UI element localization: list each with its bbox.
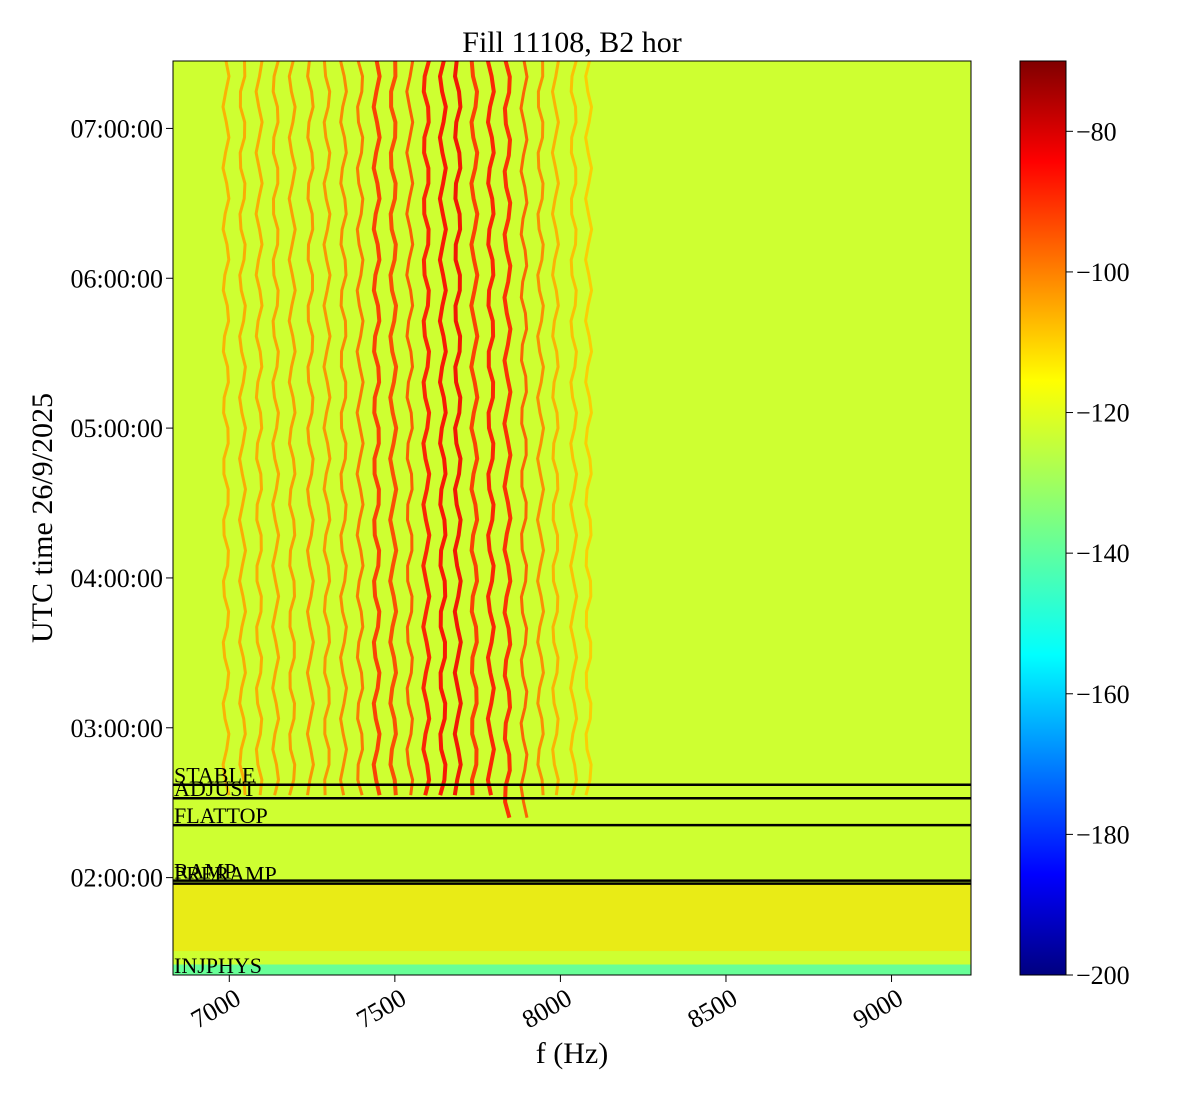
spectral-line: [469, 61, 480, 796]
spectral-line: [271, 61, 281, 796]
x-axis-label: f (Hz): [536, 1037, 608, 1070]
x-tick-label: 7000: [186, 983, 246, 1034]
y-axis: 02:00:00 03:00:00 04:00:00 05:00:00 06:00:00…: [71, 114, 173, 893]
spectral-line: [287, 61, 297, 796]
spectral-line: [371, 61, 382, 796]
spectral-line: [254, 61, 264, 796]
spectral-line: [305, 61, 315, 796]
beam-mode-label: RAMP: [174, 859, 236, 884]
spectral-line: [338, 61, 349, 796]
x-tick-label: 9000: [848, 983, 908, 1034]
background-regions: [173, 883, 971, 975]
x-axis: 7000 7500 8000 8500 9000: [186, 975, 908, 1034]
colorbar-tick-label: −180: [1076, 820, 1130, 849]
spectral-line: [502, 61, 513, 819]
colorbar-tick-label: −160: [1076, 680, 1130, 709]
beam-mode-label: FLATTOP: [174, 803, 268, 828]
y-tick-label: 02:00:00: [71, 864, 163, 893]
x-tick-label: 8000: [517, 983, 577, 1034]
spectral-line: [550, 61, 560, 796]
spectral-lines: [221, 61, 594, 819]
preramp-band: [173, 883, 971, 952]
y-tick-label: 07:00:00: [71, 114, 163, 143]
colorbar-tick-label: −140: [1076, 539, 1130, 568]
y-tick-label: 04:00:00: [71, 564, 163, 593]
x-tick-label: 7500: [352, 983, 412, 1034]
spectral-line: [421, 61, 432, 796]
spectral-line: [584, 61, 594, 796]
y-tick-label: 03:00:00: [71, 714, 163, 743]
spectral-line: [437, 61, 448, 796]
spectral-line: [355, 61, 365, 796]
chart-title: Fill 11108, B2 hor: [462, 26, 681, 59]
spectral-line: [569, 61, 579, 796]
colorbar-ticks: −80 −100 −120 −140 −160 −180 −200: [1066, 117, 1130, 990]
spectral-line: [535, 61, 546, 796]
plot-frame: [172, 60, 972, 976]
injection-band: [173, 964, 971, 975]
beam-mode-label: ADJUST: [174, 776, 256, 801]
colorbar-gradient: [1019, 60, 1067, 976]
spectral-line: [519, 61, 529, 819]
x-tick-label: 8500: [683, 983, 743, 1034]
spectral-line: [221, 61, 231, 796]
spectral-line: [452, 61, 463, 796]
spectral-line: [322, 61, 332, 796]
colorbar-tick-label: −80: [1076, 117, 1117, 146]
colorbar-tick-label: −100: [1076, 258, 1130, 287]
beam-mode-label: STABLE: [174, 763, 255, 788]
y-tick-label: 05:00:00: [71, 414, 163, 443]
y-tick-label: 06:00:00: [71, 264, 163, 293]
beam-mode-label: INJPHYS: [174, 953, 262, 978]
beam-mode-label: PRERAMP: [174, 862, 277, 887]
y-axis-label: UTC time 26/9/2025: [26, 393, 59, 643]
colorbar-tick-label: −200: [1076, 961, 1130, 990]
spectral-line: [388, 61, 399, 796]
colorbar-tick-label: −120: [1076, 399, 1130, 428]
spectral-line: [237, 61, 248, 796]
spectral-line: [405, 61, 415, 796]
colorbar: −80 −100 −120 −140 −160 −180 −200: [1019, 60, 1130, 990]
spectral-line: [485, 61, 496, 796]
